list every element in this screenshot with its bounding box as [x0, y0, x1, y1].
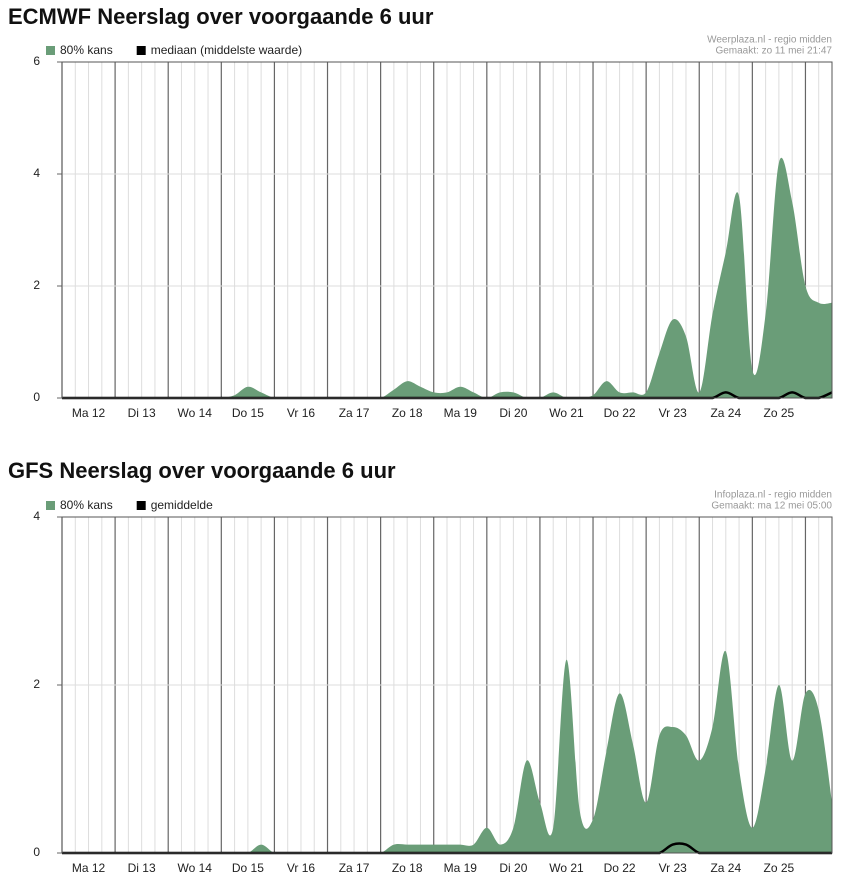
x-tick-label: Wo 21: [549, 406, 584, 420]
legend-label: gemiddelde: [151, 498, 213, 512]
x-tick-label: Ma 19: [444, 406, 478, 420]
area: [62, 650, 832, 853]
x-tick-label: Za 17: [339, 861, 370, 875]
x-tick-label: Di 13: [128, 861, 156, 875]
source-note: Infoplaza.nl - regio midden: [714, 490, 832, 501]
x-tick-label: Za 24: [710, 861, 741, 875]
y-tick-label: 0: [33, 845, 40, 859]
source-note: Gemaakt: ma 12 mei 05:00: [711, 501, 832, 512]
legend-swatch: [136, 46, 146, 55]
x-tick-label: Vr 23: [659, 406, 688, 420]
x-tick-label: Zo 18: [392, 861, 423, 875]
legend-swatch: [136, 501, 146, 510]
y-tick-label: 0: [33, 390, 40, 404]
x-tick-label: Zo 25: [764, 861, 795, 875]
y-tick-label: 6: [33, 54, 40, 68]
x-tick-label: Za 17: [339, 406, 370, 420]
x-tick-label: Wo 21: [549, 861, 584, 875]
x-tick-label: Do 15: [232, 406, 264, 420]
x-tick-label: Do 15: [232, 861, 264, 875]
y-tick-label: 2: [33, 677, 40, 691]
x-tick-label: Vr 16: [287, 861, 316, 875]
plot-frame: [61, 61, 833, 399]
x-tick-label: Vr 23: [659, 861, 688, 875]
x-tick-label: Zo 25: [764, 406, 795, 420]
y-tick-label: 4: [33, 509, 40, 523]
x-tick-label: Di 20: [499, 406, 527, 420]
x-tick-label: Wo 14: [178, 861, 213, 875]
y-tick-label: 2: [33, 278, 40, 292]
y-tick-label: 4: [33, 166, 40, 180]
x-tick-label: Do 22: [604, 406, 636, 420]
x-tick-label: Ma 19: [444, 861, 478, 875]
chart-title: ECMWF Neerslag over voorgaande 6 uur: [8, 4, 434, 29]
x-tick-label: Do 22: [604, 861, 636, 875]
x-tick-label: Zo 18: [392, 406, 423, 420]
legend-swatch: [46, 46, 55, 55]
legend-label: 80% kans: [60, 43, 113, 57]
source-note: Gemaakt: zo 11 mei 21:47: [715, 46, 832, 57]
legend-label: 80% kans: [60, 498, 113, 512]
x-tick-label: Di 13: [128, 406, 156, 420]
x-tick-label: Ma 12: [72, 861, 106, 875]
x-tick-label: Di 20: [499, 861, 527, 875]
legend-label: mediaan (middelste waarde): [151, 43, 302, 57]
plot-frame: [61, 516, 833, 854]
x-tick-label: Vr 16: [287, 406, 316, 420]
x-tick-label: Wo 14: [178, 406, 213, 420]
x-tick-label: Ma 12: [72, 406, 106, 420]
chart-title: GFS Neerslag over voorgaande 6 uur: [8, 458, 396, 483]
source-note: Weerplaza.nl - regio midden: [707, 35, 832, 46]
legend-swatch: [46, 501, 55, 510]
x-tick-label: Za 24: [710, 406, 741, 420]
